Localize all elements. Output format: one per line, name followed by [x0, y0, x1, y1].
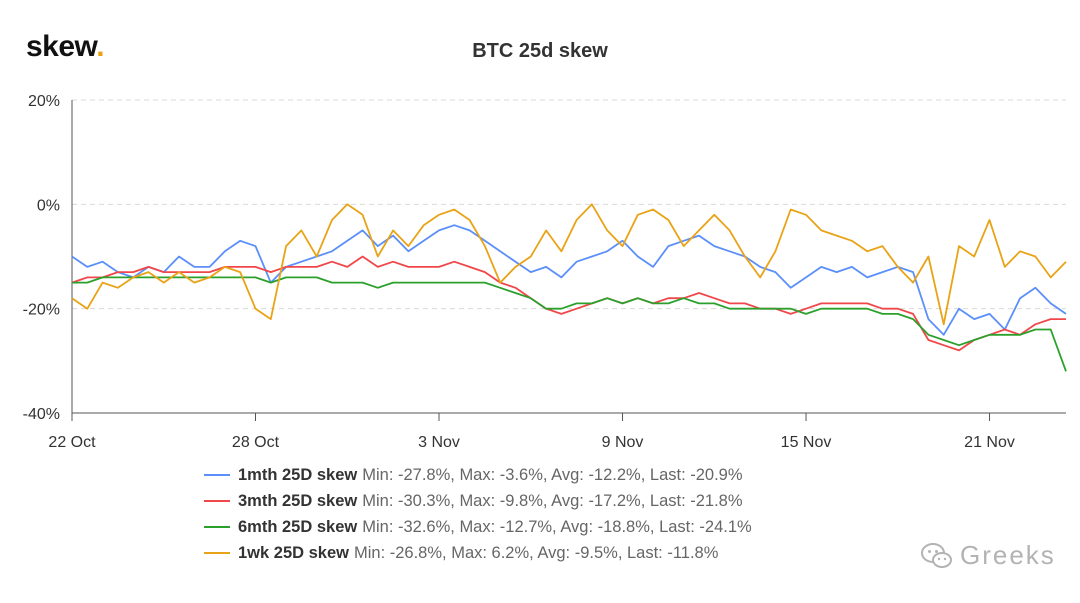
legend-swatch	[204, 474, 230, 476]
axes	[71, 100, 1066, 421]
legend-series-name: 6mth 25D skew	[238, 517, 358, 536]
series-line-4	[71, 203, 1067, 326]
x-tick-label: 21 Nov	[964, 434, 1015, 451]
y-tick-labels: 20% 0% -20% -40%	[23, 93, 60, 423]
series-line-1	[71, 224, 1067, 336]
x-tick-label: 9 Nov	[602, 434, 644, 451]
legend-series-name: 1wk 25D skew	[238, 543, 349, 562]
skew-logo: skew.	[26, 30, 105, 64]
line-chart: 20% 0% -20% -40% 22 Oct 28 Oct 3 Nov 9 Nov 15 N…	[23, 93, 1067, 451]
legend: 1mth 25D skew Min: -27.8%, Max: -3.6%, Av…	[204, 462, 752, 566]
series-line-3	[72, 276, 1067, 372]
legend-series-name: 1mth 25D skew	[238, 465, 358, 484]
y-tick-label: -20%	[23, 302, 60, 319]
legend-item[interactable]: 3mth 25D skew Min: -30.3%, Max: -9.8%, Av…	[204, 488, 752, 514]
watermark: Greeks	[920, 540, 1056, 571]
logo-text: skew	[26, 30, 97, 63]
legend-series-name: 3mth 25D skew	[238, 491, 358, 510]
legend-swatch	[204, 500, 230, 502]
x-tick-label: 28 Oct	[232, 434, 280, 451]
x-tick-label: 15 Nov	[781, 434, 832, 451]
legend-item[interactable]: 6mth 25D skew Min: -32.6%, Max: -12.7%, A…	[204, 514, 752, 540]
x-tick-label: 3 Nov	[418, 434, 460, 451]
y-tick-label: 0%	[37, 197, 60, 214]
watermark-text: Greeks	[960, 540, 1056, 570]
logo-dot: .	[96, 30, 105, 63]
legend-swatch	[204, 526, 230, 528]
legend-swatch	[204, 552, 230, 554]
x-tick-label: 22 Oct	[48, 434, 96, 451]
legend-series-stats: Min: -32.6%, Max: -12.7%, Avg: -18.8%, L…	[362, 517, 752, 536]
series-line-2	[71, 255, 1066, 352]
legend-series-stats: Min: -27.8%, Max: -3.6%, Avg: -12.2%, La…	[362, 465, 743, 484]
legend-item[interactable]: 1wk 25D skew Min: -26.8%, Max: 6.2%, Avg:…	[204, 540, 752, 566]
y-tick-label: -40%	[23, 406, 60, 423]
wechat-icon	[921, 542, 952, 568]
x-tick-labels: 22 Oct 28 Oct 3 Nov 9 Nov 15 Nov 21 Nov	[48, 434, 1014, 451]
y-tick-label: 20%	[28, 93, 60, 110]
series-lines	[71, 203, 1067, 372]
legend-series-stats: Min: -26.8%, Max: 6.2%, Avg: -9.5%, Last…	[354, 543, 719, 562]
legend-series-stats: Min: -30.3%, Max: -9.8%, Avg: -17.2%, La…	[362, 491, 743, 510]
legend-item[interactable]: 1mth 25D skew Min: -27.8%, Max: -3.6%, Av…	[204, 462, 752, 488]
chart-title: BTC 25d skew	[472, 40, 608, 62]
